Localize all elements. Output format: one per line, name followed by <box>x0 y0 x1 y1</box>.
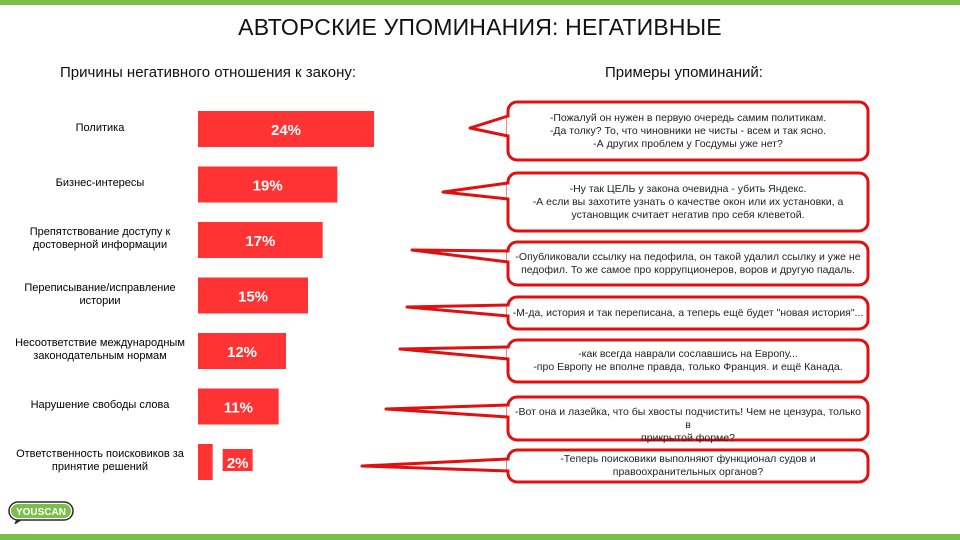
bubble-tail <box>360 457 510 473</box>
bar-value-label: 24% <box>271 122 301 139</box>
bubble-seam <box>507 348 511 358</box>
quote-text: -Ну так ЦЕЛЬ у закона очевидна - убить Я… <box>512 183 864 222</box>
bubble-seam <box>507 460 511 470</box>
svg-text:YOUSCAN: YOUSCAN <box>16 507 66 518</box>
bubble-tail <box>410 248 510 264</box>
bubble-seam <box>507 406 511 416</box>
bar <box>198 333 286 369</box>
bubble-seam <box>507 117 511 135</box>
bubble-tail <box>441 181 510 201</box>
quote-line: -Да толку? То, что чиновники не чисты - … <box>549 124 827 137</box>
quote-line: -А других проблем у Госдумы уже нет? <box>593 137 783 150</box>
quote-line: -Теперь поисковики выполняют функционал … <box>560 453 816 465</box>
quote-text: -Пожалуй он нужен в первую очередь самим… <box>512 112 864 151</box>
bubble-seam <box>507 252 511 261</box>
quote-text: -М-да, история и так переписана, а тепер… <box>512 307 864 320</box>
bottom-accent-bar <box>0 534 960 540</box>
quote-line: установщик считает негатив про себя клев… <box>571 208 805 221</box>
quote-bubble <box>506 171 870 233</box>
bubble-seam <box>507 306 511 315</box>
category-label: Препятствование доступу к достоверной ин… <box>29 226 171 251</box>
quote-line: -Вот она и лазейка, что бы хвосты подчис… <box>515 405 861 431</box>
quote-line: правоохранительных органов? <box>612 466 764 478</box>
category-label: Бизнес-интересы <box>55 177 145 189</box>
bar <box>198 444 213 480</box>
bar-value-label: 19% <box>253 178 283 195</box>
quote-line: -Ну так ЦЕЛЬ у закона очевидна - убить Я… <box>569 182 807 195</box>
category-label: Политика <box>75 121 125 134</box>
bar-value-tag <box>222 449 253 471</box>
youscan-logo: YOUSCAN <box>8 501 74 524</box>
bubble-tail <box>405 303 510 318</box>
bubble-tail <box>384 403 510 419</box>
quote-text: -Теперь поисковики выполняют функционал … <box>512 453 864 479</box>
category-label: Нарушение свободы слова <box>30 399 170 411</box>
bubble-tail <box>468 114 510 138</box>
bar-value-label: 2% <box>227 455 249 472</box>
bubble-seam <box>507 184 511 198</box>
bar <box>198 388 279 425</box>
quote-line: прикрытой форме? <box>641 431 735 444</box>
bar <box>198 111 374 147</box>
right-heading: Примеры упоминаний: <box>605 64 763 81</box>
bar-value-label: 11% <box>224 400 253 417</box>
top-accent-bar <box>0 0 960 5</box>
quote-line: -про Европу не вполне правда, только Фра… <box>533 361 843 373</box>
quote-text: -как всегда наврали сославшись на Европу… <box>512 348 864 374</box>
bar <box>198 222 323 258</box>
quote-text: -Опубликовали ссылку на педофила, он так… <box>512 251 864 277</box>
bar-value-label: 12% <box>227 344 257 361</box>
bar <box>198 277 308 314</box>
quote-text: -Вот она и лазейка, что бы хвосты подчис… <box>512 406 864 445</box>
bar-value-label: 15% <box>238 289 268 306</box>
category-label: Ответственность поисковиков за принятие … <box>16 448 184 473</box>
quote-line: педофил. То же самое про коррупционеров,… <box>521 263 855 276</box>
page-title: АВТОРСКИЕ УПОМИНАНИЯ: НЕГАТИВНЫЕ <box>238 14 722 40</box>
bubble-tail <box>398 345 510 361</box>
quote-line: -Пожалуй он нужен в первую очередь самим… <box>549 111 827 124</box>
category-label: Несоответствие международным законодател… <box>15 337 185 362</box>
category-label: Переписывание/исправление истории <box>24 281 176 307</box>
quote-bubble <box>506 338 870 384</box>
bar <box>198 166 338 203</box>
left-heading: Причины негативного отношения к закону: <box>60 64 357 81</box>
bar-value-label: 17% <box>245 233 275 250</box>
quote-line: -А если вы захотите узнать о качестве ок… <box>532 195 844 208</box>
quote-line: -М-да, история и так переписана, а тепер… <box>512 306 864 319</box>
quote-line: -как всегда наврали сославшись на Европу… <box>578 348 798 360</box>
quote-line: -Опубликовали ссылку на педофила, он так… <box>515 250 861 263</box>
